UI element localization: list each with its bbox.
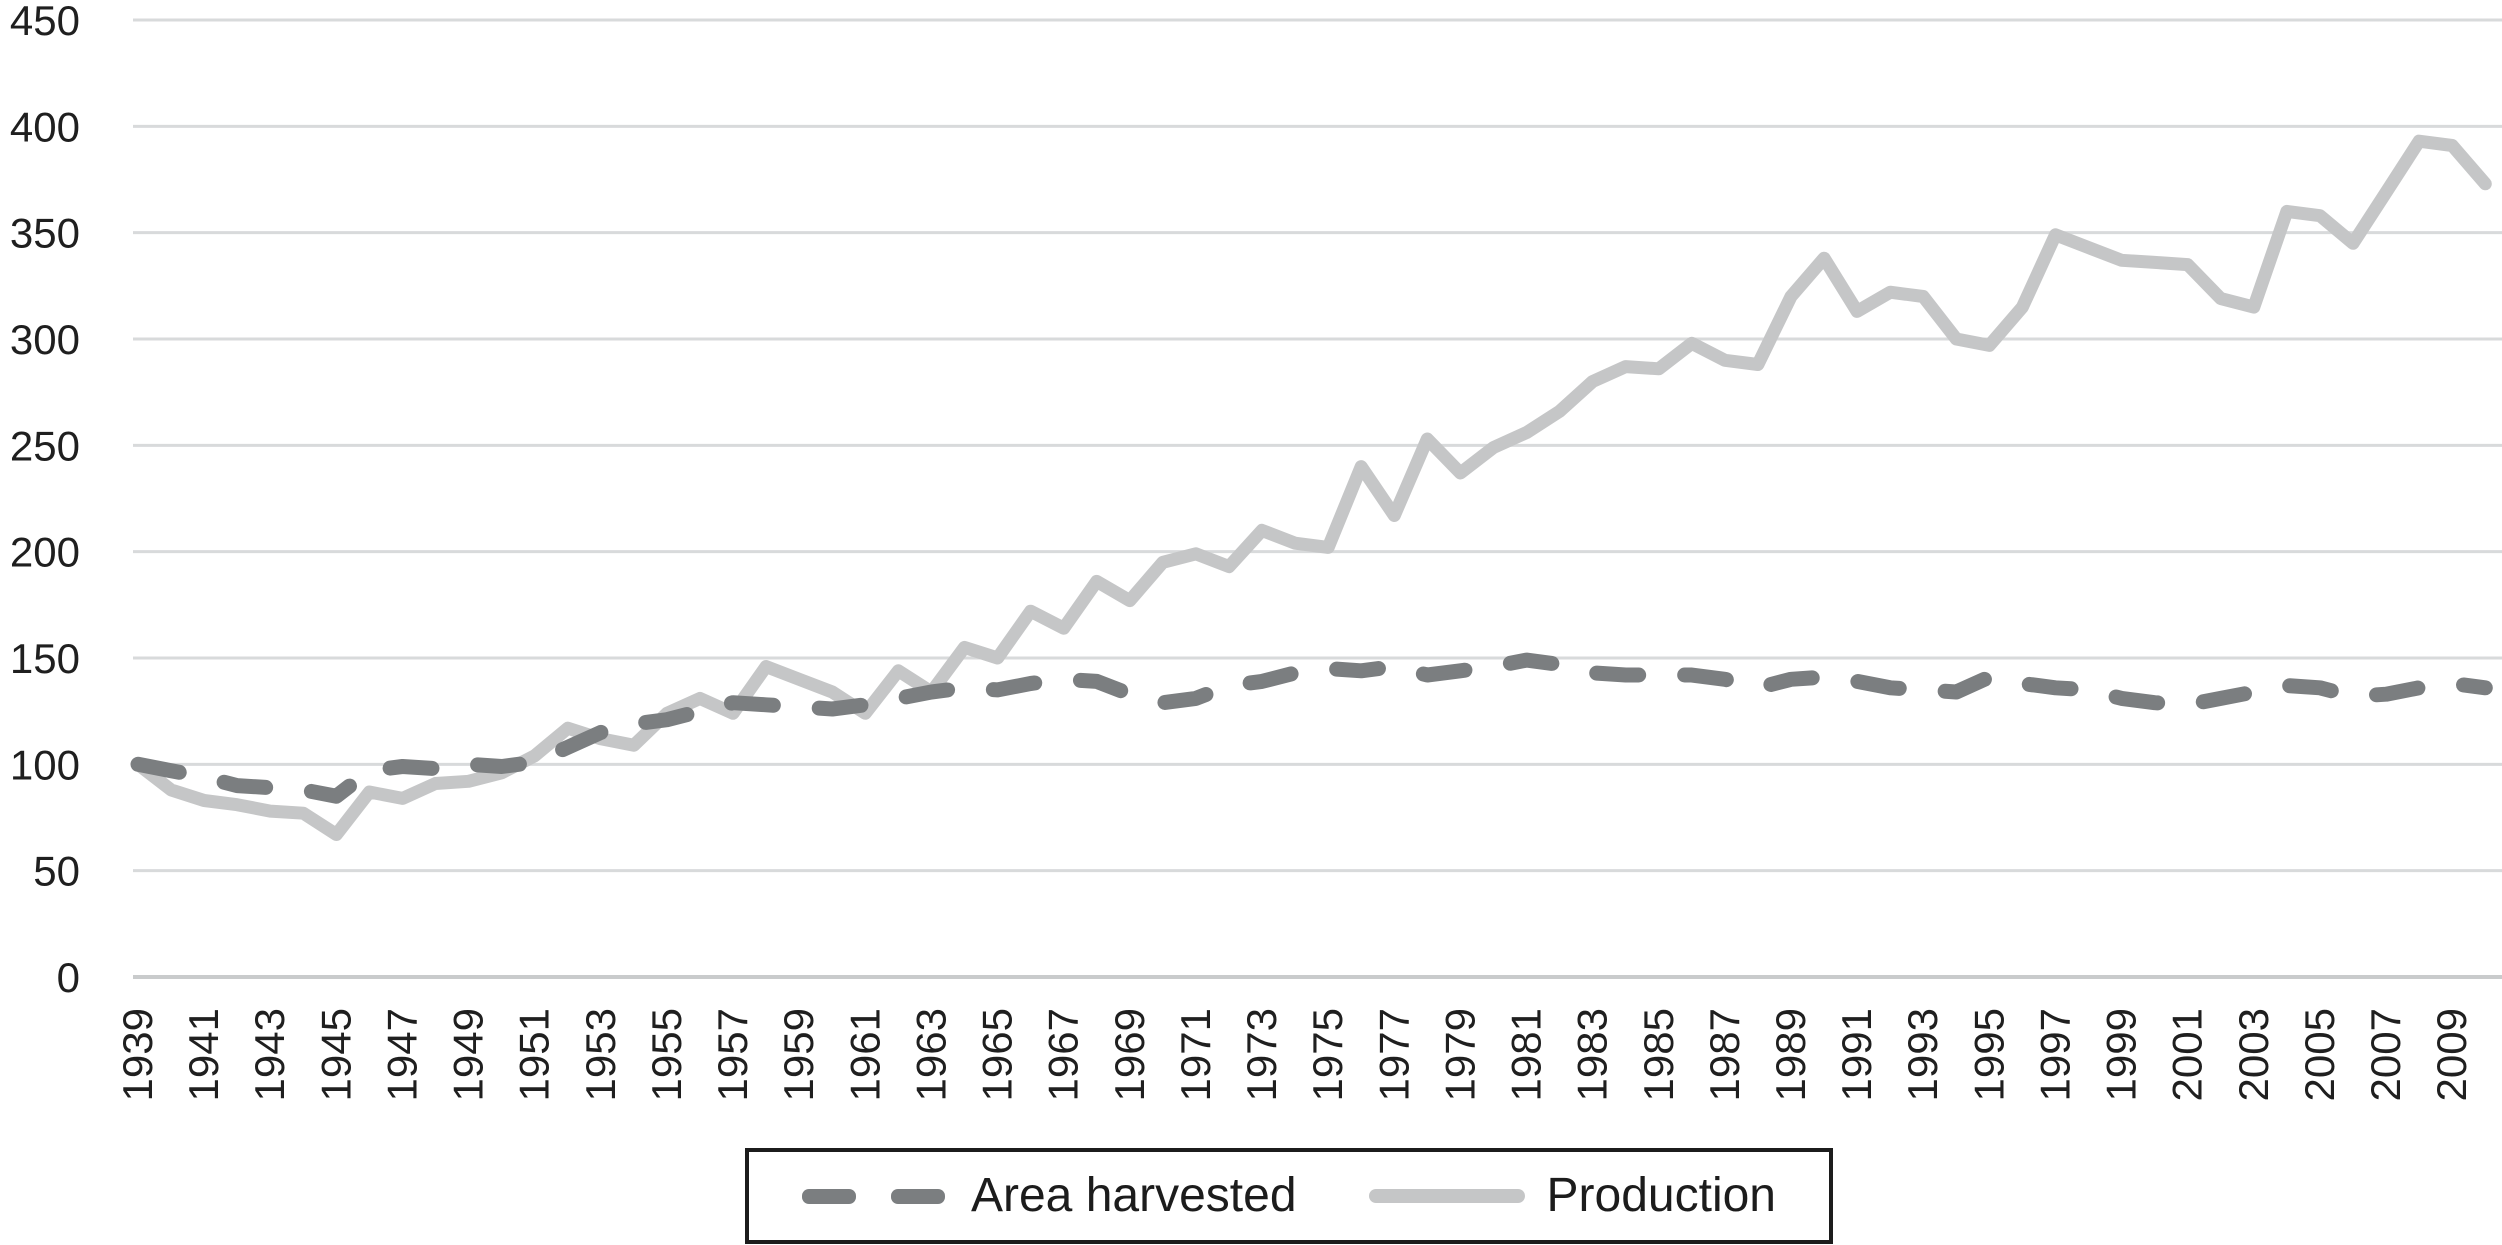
x-axis-labels: 1939 1941 1943 1945 1947 1949 1951 1953 1955 1957… [114,1008,2475,1101]
x-tick-label: 2005 [2296,1008,2343,1101]
x-tick-label: 1963 [907,1008,954,1101]
legend: Area harvested Production [745,1148,1833,1244]
x-tick-label: 1977 [1370,1008,1417,1101]
y-tick-label: 50 [33,848,80,895]
y-axis-labels: 0 50 100 150 200 250 300 350 400 450 [10,0,80,1001]
x-tick-label: 1981 [1503,1008,1550,1101]
x-tick-label: 1995 [1965,1008,2012,1101]
x-tick-label: 1959 [775,1008,822,1101]
y-tick-label: 250 [10,422,80,469]
x-tick-label: 1987 [1701,1008,1748,1101]
y-tick-label: 400 [10,103,80,150]
legend-label-production: Production [1546,1169,1776,1222]
x-tick-label: 1989 [1767,1008,1814,1101]
y-tick-label: 100 [10,741,80,788]
x-tick-label: 1947 [378,1008,425,1101]
x-tick-label: 2001 [2164,1008,2211,1101]
x-tick-label: 1965 [974,1008,1021,1101]
x-tick-label: 1953 [577,1008,624,1101]
x-tick-label: 1983 [1569,1008,1616,1101]
x-tick-label: 1967 [1040,1008,1087,1101]
x-tick-label: 2009 [2428,1008,2475,1101]
x-tick-label: 1999 [2098,1008,2145,1101]
x-tick-label: 1943 [246,1008,293,1101]
y-tick-label: 200 [10,529,80,576]
x-tick-label: 1973 [1238,1008,1285,1101]
x-tick-label: 1955 [643,1008,690,1101]
x-tick-label: 1961 [841,1008,888,1101]
x-tick-label: 1971 [1172,1008,1219,1101]
x-tick-label: 1975 [1304,1008,1351,1101]
x-tick-label: 1957 [709,1008,756,1101]
y-tick-label: 150 [10,635,80,682]
area-harvested-legend-swatch [801,1188,945,1204]
y-tick-label: 350 [10,210,80,257]
dash-segment-icon [801,1188,856,1204]
x-tick-label: 1979 [1436,1008,1483,1101]
x-tick-label: 2003 [2230,1008,2277,1101]
y-tick-label: 450 [10,0,80,44]
y-tick-label: 300 [10,316,80,363]
x-tick-label: 1993 [1899,1008,1946,1101]
gridlines [133,18,2502,979]
x-tick-label: 1997 [2031,1008,2078,1101]
x-tick-label: 1985 [1635,1008,1682,1101]
dash-segment-icon [890,1188,945,1204]
production-line [131,134,2492,841]
x-tick-label: 1941 [180,1008,227,1101]
x-tick-label: 1969 [1106,1008,1153,1101]
y-tick-label: 0 [57,954,80,1001]
production-legend-swatch [1368,1189,1525,1203]
x-tick-label: 1949 [445,1008,492,1101]
x-tick-label: 1991 [1833,1008,1880,1101]
x-tick-label: 1945 [312,1008,359,1101]
x-tick-label: 1939 [114,1008,161,1101]
x-tick-label: 2007 [2362,1008,2409,1101]
legend-label-area-harvested: Area harvested [970,1169,1297,1222]
x-tick-label: 1951 [511,1008,558,1101]
